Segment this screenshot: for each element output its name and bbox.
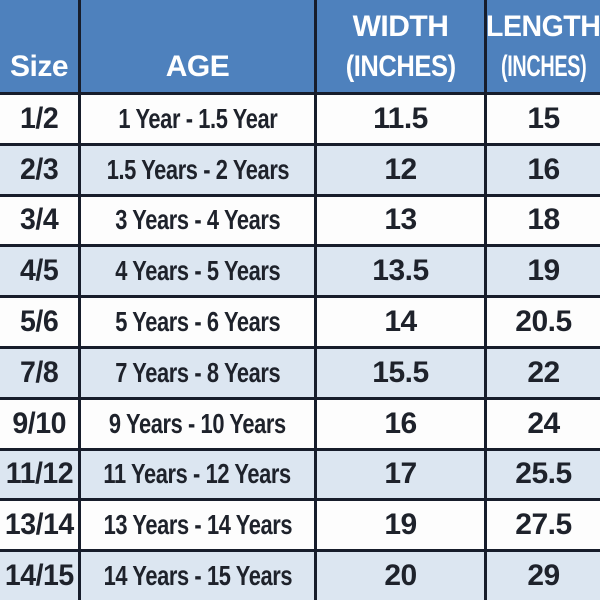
width-cell: 20 [317, 552, 484, 600]
size-cell: 2/3 [0, 145, 78, 194]
age-cell: 7 Years - 8 Years [81, 348, 314, 397]
age-cell: 11 Years - 12 Years [81, 450, 314, 499]
length-cell: 25.5 [487, 450, 600, 499]
size-cell: 14/15 [0, 552, 78, 600]
width-cell: 11.5 [317, 95, 484, 143]
size-text: 4/5 [19, 254, 59, 288]
length-text: 19 [527, 254, 560, 288]
age-cell: 14 Years - 15 Years [81, 552, 314, 600]
width-cell: 12 [317, 145, 484, 194]
age-cell: 5 Years - 6 Years [81, 298, 314, 346]
width-cell: 13 [317, 196, 484, 245]
width-cell: 17 [317, 450, 484, 499]
size-column-label: Size [9, 50, 69, 83]
length-cell: 18 [487, 196, 600, 245]
length-text: 18 [527, 203, 560, 237]
width-column-units: (INCHES) [345, 50, 456, 83]
size-cell: 7/8 [0, 348, 78, 397]
column-header-length: LENGTH (INCHES) [487, 0, 600, 92]
age-cell: 13 Years - 14 Years [81, 501, 314, 550]
age-cell: 1.5 Years - 2 Years [81, 145, 314, 194]
column-header-size: Size [0, 0, 78, 92]
size-cell: 4/5 [0, 247, 78, 296]
age-text: 1.5 Years - 2 Years [106, 153, 289, 185]
length-text: 16 [527, 152, 560, 186]
size-text: 7/8 [19, 355, 59, 389]
size-text: 1/2 [19, 101, 59, 135]
length-text: 25.5 [515, 457, 572, 491]
width-column-label: WIDTH [352, 10, 449, 43]
length-cell: 16 [487, 145, 600, 194]
age-text: 11 Years - 12 Years [103, 458, 292, 490]
width-text: 13 [384, 203, 417, 237]
size-text: 5/6 [19, 305, 59, 339]
column-header-width: WIDTH (INCHES) [317, 0, 484, 92]
length-cell: 15 [487, 95, 600, 143]
width-text: 17 [384, 457, 417, 491]
column-header-age: AGE [81, 0, 314, 92]
length-text: 20.5 [515, 305, 572, 339]
size-cell: 5/6 [0, 298, 78, 346]
length-cell: 27.5 [487, 501, 600, 550]
width-text: 11.5 [373, 101, 428, 135]
length-text: 15 [527, 101, 560, 135]
width-text: 16 [384, 406, 417, 440]
length-text: 29 [527, 559, 560, 593]
size-text: 2/3 [19, 152, 59, 186]
age-text: 14 Years - 15 Years [103, 560, 292, 592]
width-text: 15.5 [372, 355, 429, 389]
length-text: 24 [527, 406, 560, 440]
width-cell: 15.5 [317, 348, 484, 397]
age-column-label: AGE [165, 50, 230, 83]
size-cell: 11/12 [0, 450, 78, 499]
width-text: 12 [384, 152, 417, 186]
size-text: 14/15 [4, 559, 74, 593]
size-cell: 1/2 [0, 95, 78, 143]
age-cell: 9 Years - 10 Years [81, 399, 314, 448]
width-text: 14 [384, 305, 417, 339]
age-text: 1 Year - 1.5 Year [118, 102, 277, 134]
age-text: 13 Years - 14 Years [103, 509, 292, 541]
length-cell: 29 [487, 552, 600, 600]
width-cell: 13.5 [317, 247, 484, 296]
age-text: 9 Years - 10 Years [109, 407, 286, 439]
size-cell: 9/10 [0, 399, 78, 448]
age-text: 3 Years - 4 Years [114, 204, 281, 236]
size-cell: 13/14 [0, 501, 78, 550]
length-column-units: (INCHES) [500, 50, 587, 83]
width-text: 19 [384, 508, 417, 542]
age-cell: 3 Years - 4 Years [81, 196, 314, 245]
width-cell: 16 [317, 399, 484, 448]
age-cell: 1 Year - 1.5 Year [81, 95, 314, 143]
length-cell: 20.5 [487, 298, 600, 346]
age-cell: 4 Years - 5 Years [81, 247, 314, 296]
width-cell: 14 [317, 298, 484, 346]
age-text: 4 Years - 5 Years [114, 255, 281, 287]
width-cell: 19 [317, 501, 484, 550]
size-text: 9/10 [12, 406, 66, 440]
age-text: 7 Years - 8 Years [114, 356, 281, 388]
width-text: 13.5 [372, 254, 429, 288]
age-text: 5 Years - 6 Years [114, 306, 281, 338]
size-text: 11/12 [5, 457, 73, 491]
length-cell: 22 [487, 348, 600, 397]
size-text: 13/14 [4, 508, 74, 542]
length-column-label: LENGTH [487, 10, 600, 43]
length-cell: 24 [487, 399, 600, 448]
length-text: 22 [527, 355, 560, 389]
size-text: 3/4 [19, 203, 59, 237]
length-text: 27.5 [515, 508, 572, 542]
length-cell: 19 [487, 247, 600, 296]
size-cell: 3/4 [0, 196, 78, 245]
width-text: 20 [384, 559, 417, 593]
